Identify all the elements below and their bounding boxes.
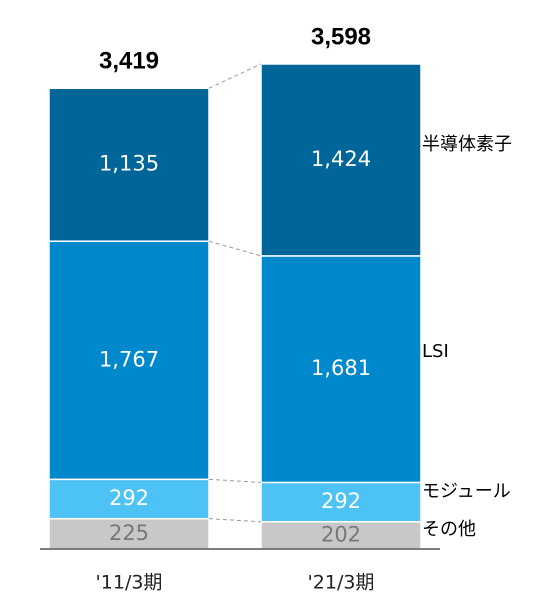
connector [208,63,262,89]
data-label: 1,424 [311,147,371,171]
bar-segment [48,87,210,242]
connector [208,518,262,523]
x-tick-label: '21/3期 [308,572,375,594]
total-label: 3,419 [99,48,159,75]
data-label: 225 [109,521,149,545]
data-label: 1,135 [99,152,159,176]
legend-label: 半導体素子 [422,134,512,155]
data-label: 1,767 [99,347,159,371]
total-label: 3,598 [311,23,371,50]
legend-label: モジュール [422,481,511,502]
data-label: 292 [109,486,149,510]
data-label: 292 [321,489,361,513]
bar-segment [260,63,422,257]
bar-segment [260,481,422,523]
legend-label: その他 [422,519,476,540]
bar-segment [260,255,422,484]
connector [208,240,262,257]
data-label: 202 [321,522,361,546]
connector [208,478,262,483]
bar-segment [48,478,210,520]
legend-label: LSI [422,341,449,362]
data-label: 1,681 [311,356,371,380]
bar-segment [48,517,210,550]
x-tick-label: '11/3期 [96,572,163,594]
